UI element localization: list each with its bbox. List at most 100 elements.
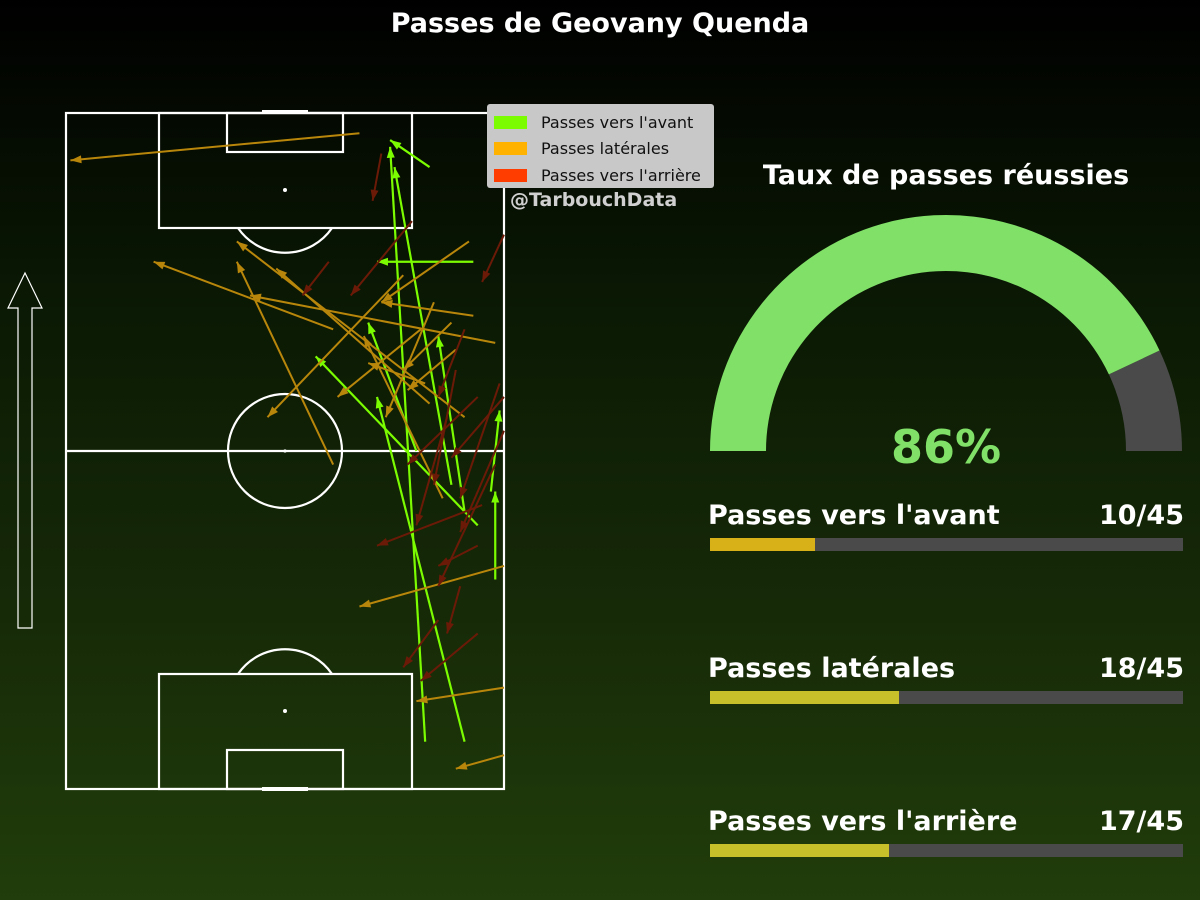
pass-arrowhead <box>302 284 313 296</box>
pass-lateral-14 <box>275 267 431 405</box>
centre-circle <box>226 392 344 510</box>
pass-arrowhead <box>432 473 440 485</box>
pass-arrowhead <box>385 405 394 418</box>
pass-arrowhead <box>460 520 469 533</box>
pass-forward-2 <box>435 335 466 513</box>
stat-bar-fill <box>710 844 889 857</box>
pass-line <box>450 396 505 459</box>
pass-line <box>437 335 466 513</box>
top-penalty-spot <box>283 188 287 192</box>
legend-label: Passes vers l'avant <box>541 112 694 132</box>
gauge-remaining-arc <box>1108 350 1182 451</box>
chart-title: Passes de Geovany Quenda <box>390 8 810 39</box>
pass-line <box>415 416 449 526</box>
pass-backward-43 <box>446 585 462 634</box>
pass-lateral-18 <box>416 686 505 704</box>
pass-line <box>275 267 431 405</box>
success-rate-value: 86% <box>890 420 1002 474</box>
legend-item-lateral: Passes latérales <box>494 136 714 163</box>
bottom-penalty-arc <box>237 648 333 675</box>
pass-arrowhead <box>415 513 424 526</box>
pass-backward-28 <box>370 153 383 202</box>
bottom-six-yard-box <box>225 748 345 791</box>
pass-backward-32 <box>437 328 466 398</box>
pass-arrowhead <box>337 386 349 397</box>
pass-backward-31 <box>481 234 505 283</box>
stat-bar-backward <box>710 844 1183 857</box>
pass-arrowhead <box>482 270 491 282</box>
top-penalty-arc <box>237 227 333 254</box>
stat-bar-lateral <box>710 691 1183 704</box>
pass-lateral-22 <box>406 348 457 391</box>
pass-line <box>235 261 335 465</box>
pass-arrowhead <box>381 299 393 308</box>
pass-arrowhead <box>491 491 500 503</box>
pass-line <box>420 632 479 682</box>
pass-arrowhead <box>70 155 82 164</box>
stat-label-forward: Passes vers l'avant <box>708 500 1000 531</box>
pass-backward-38 <box>437 544 479 567</box>
pass-legend: Passes vers l'avant Passes latérales Pas… <box>487 104 714 188</box>
pass-forward-9 <box>491 491 500 580</box>
pass-forward-7 <box>376 257 474 266</box>
pass-line <box>314 355 479 527</box>
pass-line <box>437 464 497 587</box>
pass-arrowhead <box>236 261 246 274</box>
watermark: @TarbouchData <box>510 189 678 211</box>
legend-item-forward: Passes vers l'avant <box>494 109 714 136</box>
pass-arrowhead <box>370 189 379 201</box>
pass-forward-1 <box>375 396 466 742</box>
pass-arrowhead <box>376 257 388 266</box>
pass-arrowhead <box>375 396 384 409</box>
pass-lateral-27 <box>384 301 435 418</box>
pass-backward-42 <box>420 632 479 682</box>
legend-swatch-lateral <box>494 142 527 156</box>
pass-line <box>375 396 466 742</box>
bottom-penalty-box <box>157 672 414 791</box>
pass-arrowhead <box>455 761 468 770</box>
pass-backward-29 <box>349 220 413 297</box>
pass-backward-44 <box>402 619 440 668</box>
pass-lateral-17 <box>359 564 505 608</box>
pass-arrowhead <box>451 446 462 458</box>
attack-direction-arrow-icon <box>7 271 43 629</box>
pass-backward-39 <box>450 396 505 459</box>
pass-lateral-20 <box>380 240 470 304</box>
success-rate-gauge <box>710 215 1182 451</box>
pass-line <box>266 274 404 418</box>
legend-item-backward: Passes vers l'arrière <box>494 162 714 189</box>
pass-arrowhead <box>407 454 419 465</box>
top-penalty-box <box>157 111 414 230</box>
pass-forward-8 <box>389 139 431 168</box>
pass-lateral-25 <box>266 274 404 418</box>
stat-value-backward: 17/45 <box>1098 806 1184 837</box>
pass-arrowhead <box>390 140 402 150</box>
pass-arrowhead <box>267 406 278 418</box>
pass-arrowhead <box>381 292 393 303</box>
pass-line <box>384 301 435 418</box>
pass-line <box>376 504 483 547</box>
pass-arrowhead <box>363 336 373 348</box>
pass-arrowhead <box>407 380 419 391</box>
pass-lateral-10 <box>70 132 360 164</box>
stat-bar-forward <box>710 538 1183 551</box>
pass-line <box>459 383 501 499</box>
pass-map-pitch <box>7 111 505 791</box>
pass-arrowhead <box>359 599 372 608</box>
gauge-filled-arc <box>710 215 1160 451</box>
pass-line <box>402 321 453 371</box>
pass-lateral-24 <box>235 261 335 465</box>
pass-arrowhead <box>438 574 447 587</box>
pass-line <box>249 294 496 344</box>
pass-backward-30 <box>301 261 330 297</box>
pass-line <box>459 430 505 533</box>
pass-forward-0 <box>386 146 427 742</box>
bottom-penalty-spot <box>283 709 287 713</box>
pass-backward-35 <box>376 504 483 547</box>
pass-arrowhead <box>153 261 166 270</box>
centre-spot <box>283 449 287 453</box>
pass-backward-33 <box>459 383 501 499</box>
pass-arrowhead <box>438 385 447 397</box>
stat-label-lateral: Passes latérales <box>708 653 956 684</box>
pass-backward-40 <box>459 430 505 533</box>
